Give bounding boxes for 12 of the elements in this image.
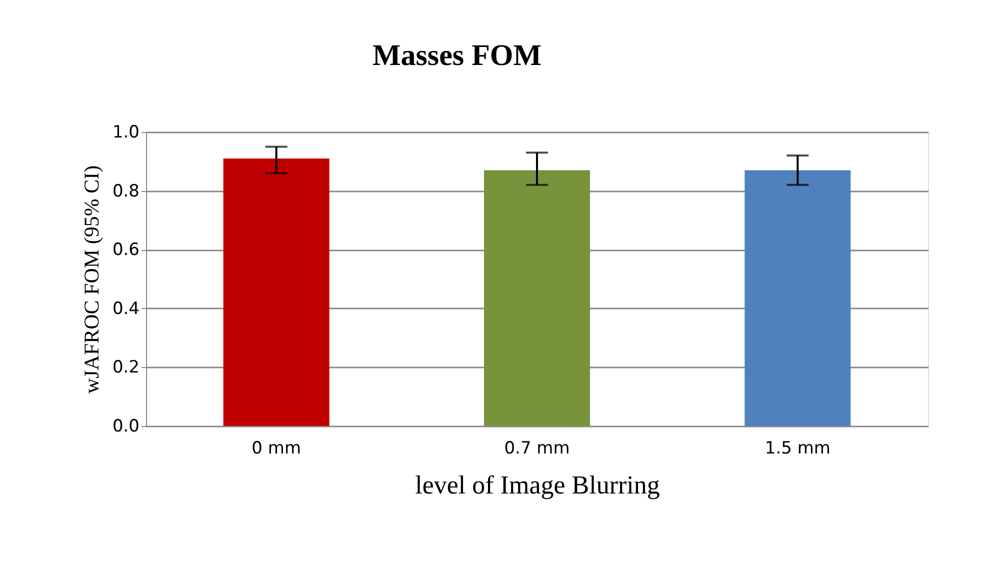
chart-title: Masses FOM [372,39,542,72]
x-tick-label: 0.7 mm [504,438,570,458]
x-axis-title: level of Image Blurring [415,470,660,500]
y-tick-label: 0.0 [112,416,140,436]
y-tick-label: 0.4 [112,298,140,319]
y-tick-label: 0.8 [112,181,140,202]
y-tick-label: 0.6 [112,240,140,260]
y-axis-title: wJAFROC FOM (95% CI) [79,165,104,394]
y-tick-label: 1.0 [112,122,140,142]
x-tick-label: 0 mm [252,438,302,458]
x-tick-label: 1.5 mm [764,438,830,458]
y-tick-label: 0.2 [112,358,140,378]
